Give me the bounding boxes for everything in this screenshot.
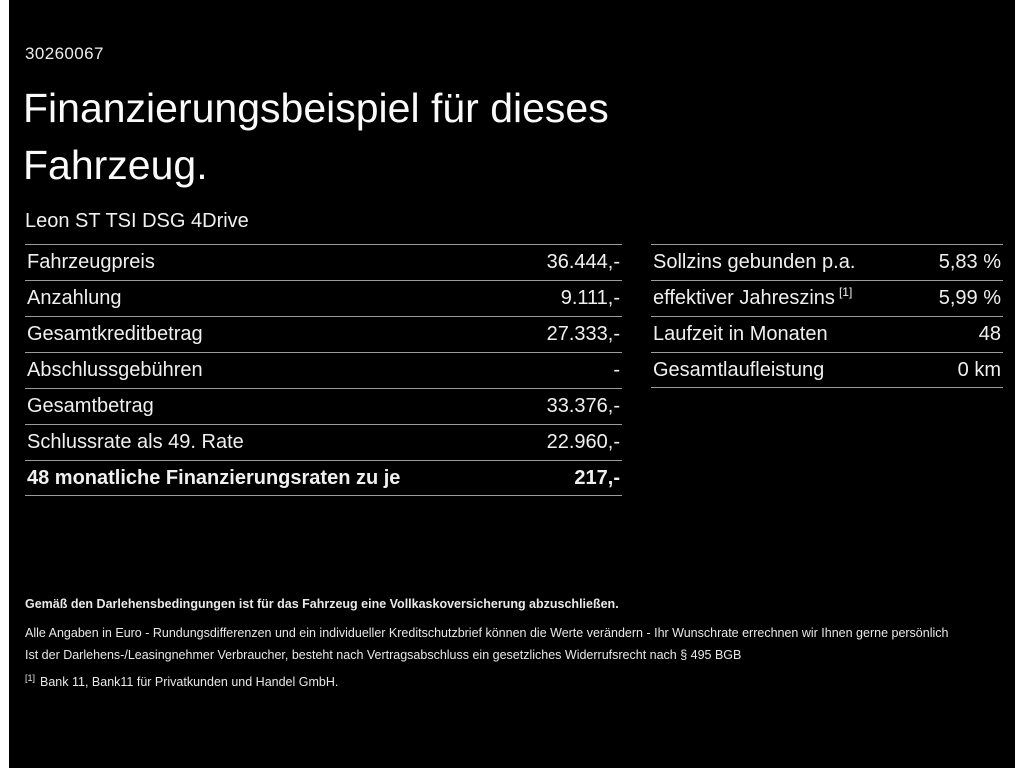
row-value: - [613, 359, 620, 381]
row-value: 27.333,- [546, 323, 620, 345]
row-label: Gesamtbetrag [27, 395, 154, 417]
row-label: Anzahlung [27, 287, 122, 309]
footnote-text: Bank 11, Bank11 für Privatkunden und Han… [40, 675, 339, 689]
table-row: Fahrzeugpreis 36.444,- [25, 244, 622, 280]
footnote-marker: [1] [838, 285, 853, 300]
row-value: 9.111,- [560, 287, 620, 309]
row-label: Abschlussgebühren [27, 359, 203, 381]
financing-table-left: Fahrzeugpreis 36.444,- Anzahlung 9.111,-… [25, 244, 622, 496]
row-label: Sollzins gebunden p.a. [653, 251, 856, 273]
table-row: Abschlussgebühren - [25, 352, 622, 388]
row-label: 48 monatliche Finanzierungsraten zu je [27, 466, 401, 489]
page-title: Finanzierungsbeispiel für dieses Fahrzeu… [23, 80, 609, 194]
row-value: 5,99 % [938, 287, 1001, 309]
table-row: Gesamtkreditbetrag 27.333,- [25, 316, 622, 352]
row-label: Fahrzeugpreis [27, 251, 155, 273]
row-value: 48 [978, 323, 1001, 345]
row-label: Gesamtlaufleistung [653, 358, 825, 381]
row-value: 33.376,- [546, 395, 620, 417]
row-label: Gesamtkreditbetrag [27, 323, 203, 345]
table-row: Gesamtbetrag 33.376,- [25, 388, 622, 424]
legal-footer: Gemäß den Darlehensbedingungen ist für d… [25, 597, 995, 690]
row-value: 0 km [957, 358, 1001, 381]
row-value: 217,- [574, 466, 620, 489]
page-title-line1: Finanzierungsbeispiel für dieses [23, 85, 609, 131]
footer-footnote: [1] Bank 11, Bank11 für Privatkunden und … [25, 672, 995, 690]
page-title-line2: Fahrzeug. [23, 142, 208, 188]
document-number: 30260067 [25, 44, 104, 63]
table-row: Schlussrate als 49. Rate 22.960,- [25, 424, 622, 460]
financing-table-right: Sollzins gebunden p.a. 5,83 % effektiver… [651, 244, 1003, 388]
footer-insurance-note: Gemäß den Darlehensbedingungen ist für d… [25, 597, 619, 611]
row-label-text: effektiver Jahreszins [653, 287, 835, 309]
row-label: effektiver Jahreszins [1] [653, 285, 853, 310]
footnote-marker: [1] [25, 672, 36, 683]
table-row: Sollzins gebunden p.a. 5,83 % [651, 244, 1003, 280]
table-row-monthly-rate: 48 monatliche Finanzierungsraten zu je 2… [25, 460, 622, 496]
table-row: Gesamtlaufleistung 0 km [651, 352, 1003, 388]
vehicle-model: Leon ST TSI DSG 4Drive [25, 210, 249, 232]
table-row: Laufzeit in Monaten 48 [651, 316, 1003, 352]
table-row: Anzahlung 9.111,- [25, 280, 622, 316]
row-label: Schlussrate als 49. Rate [27, 431, 244, 453]
financing-sheet: 30260067 Finanzierungsbeispiel für diese… [9, 0, 1015, 768]
row-value: 22.960,- [546, 431, 620, 453]
row-label: Laufzeit in Monaten [653, 323, 828, 345]
footer-disclaimer-2: Ist der Darlehens-/Leasingnehmer Verbrau… [25, 648, 742, 662]
row-value: 5,83 % [938, 251, 1001, 273]
row-value: 36.444,- [546, 251, 620, 273]
table-row: effektiver Jahreszins [1] 5,99 % [651, 280, 1003, 316]
footer-disclaimer-1: Alle Angaben in Euro - Rundungsdifferenz… [25, 626, 949, 640]
